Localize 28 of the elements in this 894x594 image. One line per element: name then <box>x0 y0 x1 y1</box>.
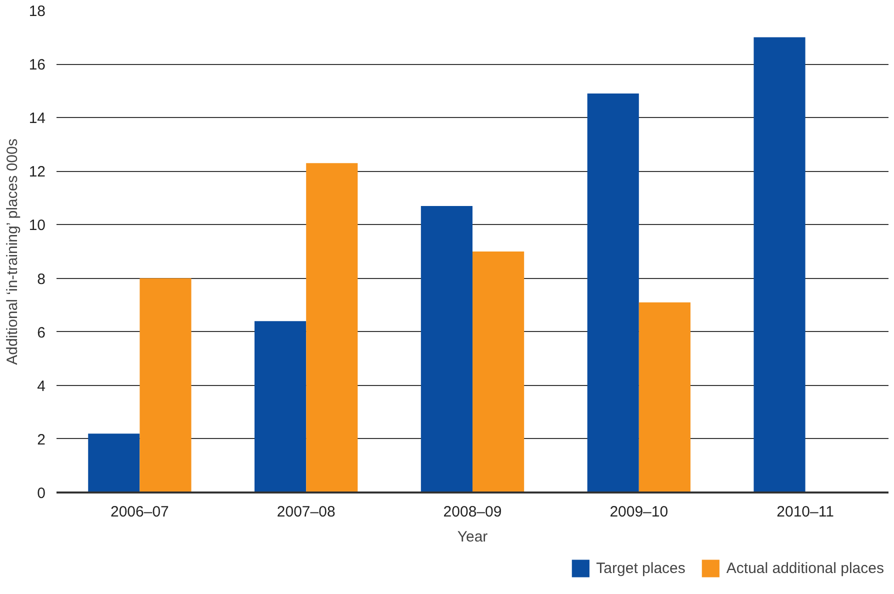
legend-label: Target places <box>596 560 686 576</box>
y-tick-label: 6 <box>37 324 46 342</box>
bar <box>420 206 472 492</box>
bar <box>88 434 140 492</box>
legend-label: Actual additional places <box>726 560 884 576</box>
y-tick-label: 18 <box>28 3 46 20</box>
bar <box>254 321 306 492</box>
y-tick-label: 2 <box>37 431 46 448</box>
bar <box>638 302 690 492</box>
x-tick-label: 2010–11 <box>776 504 834 520</box>
bar <box>754 37 806 492</box>
y-axis-title: Additional ‘in-training’ places 000s <box>4 138 21 365</box>
x-tick-label: 2008–09 <box>443 504 502 520</box>
x-tick-label: 2009–10 <box>610 504 668 520</box>
x-tick-label: 2006–07 <box>110 504 169 520</box>
y-tick-label: 4 <box>37 378 46 395</box>
bar <box>140 278 192 492</box>
y-tick-label: 16 <box>28 56 46 74</box>
bar <box>587 94 639 492</box>
x-tick-label: 2007–08 <box>276 504 336 520</box>
y-tick-label: 12 <box>28 164 46 181</box>
y-tick-label: 14 <box>28 110 46 128</box>
y-tick-label: 8 <box>37 270 46 288</box>
y-tick-label: 0 <box>37 485 46 502</box>
bar <box>306 163 358 492</box>
y-tick-label: 10 <box>28 217 46 234</box>
x-axis-title: Year <box>457 528 488 546</box>
bar <box>472 252 524 492</box>
